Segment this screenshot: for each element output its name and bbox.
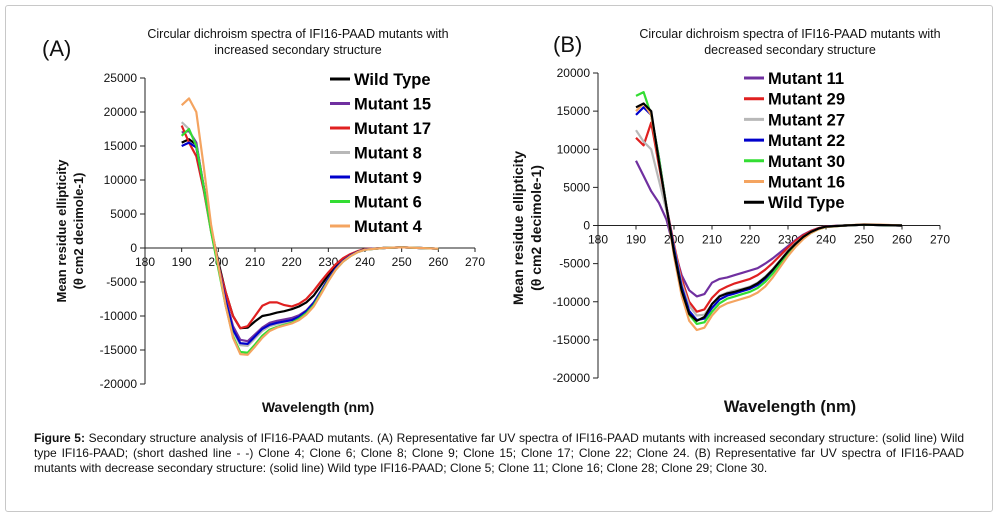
series-line-mutant-4 (180, 97, 439, 356)
y-tick-label: 15000 (557, 104, 591, 118)
panel-a-ylabel-line2: (θ cm2 decimole-1) (71, 173, 86, 290)
panel-b-title-line1: Circular dichroism spectra of IFI16-PAAD… (639, 27, 940, 41)
panel-b-ylabel-line1: Mean residue ellipticity (510, 151, 526, 305)
x-tick-label: 190 (626, 233, 646, 247)
x-tick-label: 180 (588, 233, 608, 247)
panel-a-title-line1: Circular dichroism spectra of IFI16-PAAD… (147, 27, 448, 41)
legend-label: Mutant 17 (354, 120, 431, 138)
y-tick-label: -20000 (100, 377, 138, 391)
legend-label: Wild Type (768, 194, 845, 212)
x-tick-label: 200 (664, 233, 684, 247)
legend-label: Mutant 22 (768, 132, 845, 150)
x-tick-label: 240 (355, 255, 375, 269)
figure-canvas: (A) Circular dichroism spectra of IFI16-… (42, 27, 951, 416)
y-tick-label: 15000 (104, 139, 138, 153)
legend-label: Mutant 30 (768, 153, 845, 171)
figure-caption: Figure 5: Secondary structure analysis o… (34, 431, 964, 476)
y-tick-label: -15000 (100, 343, 138, 357)
legend-label: Mutant 8 (354, 145, 422, 163)
y-tick-label: 0 (130, 241, 137, 255)
x-tick-label: 240 (816, 233, 836, 247)
legend-label: Mutant 16 (768, 174, 845, 192)
x-tick-label: 260 (892, 233, 912, 247)
y-tick-label: 20000 (557, 66, 591, 80)
x-tick-label: 210 (245, 255, 265, 269)
panel-a-plot: 25000 20000 15000 10000 5000 0 -5000 -10000 -150… (100, 71, 486, 391)
legend-label: Wild Type (354, 71, 431, 89)
caption-label: Figure 5: (34, 431, 85, 445)
x-tick-label: 260 (428, 255, 448, 269)
y-tick-label: -5000 (106, 275, 137, 289)
legend-label: Mutant 4 (354, 218, 423, 236)
series-line-wild-type (635, 102, 903, 322)
y-tick-label: -10000 (553, 295, 591, 309)
panel-a-ylabel-line1: Mean residue ellipticity (54, 159, 69, 303)
x-tick-label: 220 (282, 255, 302, 269)
panel-a-xlabel: Wavelength (nm) (262, 399, 374, 415)
panel-b-letter: (B) (553, 32, 582, 57)
caption-text: Secondary structure analysis of IFI16-PA… (34, 431, 965, 475)
panel-a-title-line2: increased secondary structure (214, 43, 381, 57)
y-tick-label: -20000 (553, 371, 591, 385)
x-tick-label: 250 (854, 233, 874, 247)
y-tick-label: 10000 (557, 142, 591, 156)
x-tick-label: 250 (392, 255, 412, 269)
y-tick-label: -15000 (553, 333, 591, 347)
y-tick-label: -10000 (100, 309, 138, 323)
y-tick-label: 5000 (563, 180, 590, 194)
y-tick-label: -5000 (559, 257, 590, 271)
legend-label: Mutant 6 (354, 194, 422, 212)
series-line-mutant-6 (180, 127, 439, 354)
legend-label: Mutant 27 (768, 111, 845, 129)
legend-label: Mutant 11 (768, 70, 844, 88)
panel-a-letter: (A) (42, 36, 71, 61)
legend-label: Mutant 9 (354, 169, 422, 187)
panel-b-title-line2: decreased secondary structure (704, 43, 876, 57)
panel-b-plot: 20000 15000 10000 5000 0 -5000 -10000 -15000 -20… (553, 66, 951, 385)
y-tick-label: 25000 (104, 71, 138, 85)
y-tick-label: 5000 (110, 207, 137, 221)
x-tick-label: 180 (135, 255, 155, 269)
panel-b-ylabel-line2: (θ cm2 decimole-1) (528, 165, 544, 291)
x-tick-label: 270 (465, 255, 485, 269)
x-tick-label: 270 (930, 233, 950, 247)
x-tick-label: 190 (172, 255, 192, 269)
y-tick-label: 0 (583, 219, 590, 233)
y-tick-label: 20000 (104, 105, 138, 119)
x-tick-label: 220 (740, 233, 760, 247)
y-tick-label: 10000 (104, 173, 138, 187)
panel-b-xlabel: Wavelength (nm) (724, 398, 856, 416)
legend-label: Mutant 29 (768, 91, 845, 109)
x-tick-label: 210 (702, 233, 722, 247)
figure-frame (5, 5, 993, 512)
legend-label: Mutant 15 (354, 96, 431, 114)
